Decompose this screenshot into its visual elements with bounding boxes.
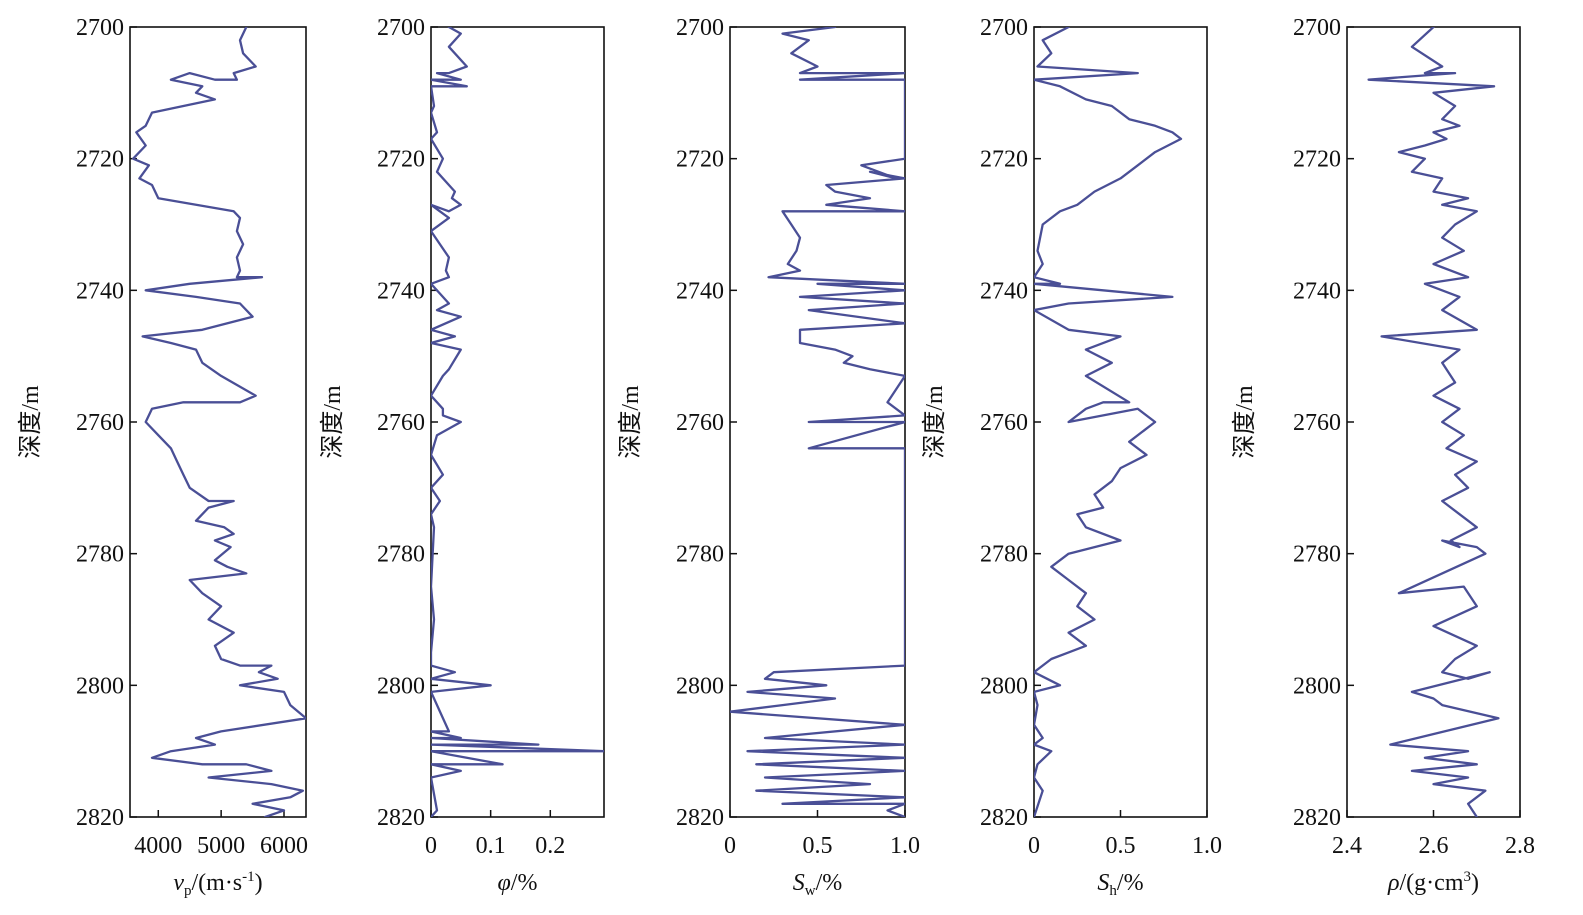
y-tick-label-hydrate-saturation: 2720 [980, 147, 1028, 173]
plot-frame-vp [129, 26, 307, 818]
y-tick-label-vp: 2740 [76, 278, 124, 304]
log-curve-porosity [431, 27, 604, 817]
plot-frame-porosity [430, 26, 605, 818]
y-tick-label-water-saturation: 2820 [676, 805, 724, 831]
y-tick-label-porosity: 2700 [377, 15, 425, 41]
y-tick-label-hydrate-saturation: 2800 [980, 673, 1028, 699]
log-curve-hydrate-saturation [1034, 27, 1183, 817]
x-tick-label-water-saturation: 0.5 [803, 833, 833, 859]
y-tick-label-density: 2700 [1293, 15, 1341, 41]
x-tick-label-hydrate-saturation: 0 [1028, 833, 1040, 859]
plot-frame-hydrate-saturation [1033, 26, 1208, 818]
y-tick-label-vp: 2720 [76, 147, 124, 173]
y-tick-label-vp: 2700 [76, 15, 124, 41]
x-axis-label-vp: vp/(m·s-1) [173, 869, 262, 899]
y-tick-label-vp: 2780 [76, 542, 124, 568]
y-tick-label-water-saturation: 2800 [676, 673, 724, 699]
y-tick-label-density: 2820 [1293, 805, 1341, 831]
x-tick-label-density: 2.4 [1332, 833, 1362, 859]
x-tick-label-hydrate-saturation: 0.5 [1106, 833, 1136, 859]
y-tick-label-porosity: 2760 [377, 410, 425, 436]
y-tick-label-water-saturation: 2720 [676, 147, 724, 173]
x-tick-label-density: 2.8 [1505, 833, 1535, 859]
log-curve-water-saturation [730, 27, 905, 817]
x-tick-label-porosity: 0.1 [476, 833, 506, 859]
x-axis-label-density: ρ/(g·cm3) [1387, 869, 1479, 896]
x-axis-label-hydrate-saturation: Sh/% [1097, 870, 1143, 899]
y-tick-label-porosity: 2780 [377, 542, 425, 568]
x-axis-label-porosity: φ/% [498, 870, 538, 896]
y-axis-label-hydrate-saturation: 深度/m [921, 385, 948, 459]
x-tick-label-water-saturation: 1.0 [890, 833, 920, 859]
y-tick-label-water-saturation: 2760 [676, 410, 724, 436]
x-tick-label-vp: 6000 [260, 833, 308, 859]
y-tick-label-hydrate-saturation: 2740 [980, 278, 1028, 304]
x-tick-label-hydrate-saturation: 1.0 [1192, 833, 1222, 859]
y-tick-label-vp: 2820 [76, 805, 124, 831]
y-tick-label-vp: 2760 [76, 410, 124, 436]
x-tick-label-porosity: 0.2 [535, 833, 565, 859]
x-axis-label-water-saturation: Sw/% [793, 870, 843, 899]
y-tick-label-hydrate-saturation: 2780 [980, 542, 1028, 568]
y-tick-label-density: 2720 [1293, 147, 1341, 173]
x-tick-label-vp: 4000 [134, 833, 182, 859]
y-tick-label-hydrate-saturation: 2700 [980, 15, 1028, 41]
x-tick-label-water-saturation: 0 [724, 833, 736, 859]
y-axis-label-water-saturation: 深度/m [617, 385, 644, 459]
y-axis-label-vp: 深度/m [17, 385, 44, 459]
y-tick-label-water-saturation: 2740 [676, 278, 724, 304]
y-tick-label-porosity: 2800 [377, 673, 425, 699]
y-tick-label-density: 2780 [1293, 542, 1341, 568]
y-tick-label-porosity: 2740 [377, 278, 425, 304]
log-curve-vp [131, 27, 306, 817]
x-tick-label-porosity: 0 [425, 833, 437, 859]
y-tick-label-porosity: 2820 [377, 805, 425, 831]
y-tick-label-water-saturation: 2780 [676, 542, 724, 568]
y-tick-label-density: 2800 [1293, 673, 1341, 699]
panel-vp: 2700 2720 2740 2760 2780 2800 2820 4000 5000 6000… [17, 15, 308, 899]
x-tick-label-vp: 5000 [197, 833, 245, 859]
y-tick-label-hydrate-saturation: 2820 [980, 805, 1028, 831]
y-tick-label-water-saturation: 2700 [676, 15, 724, 41]
y-axis-label-porosity: 深度/m [319, 385, 346, 459]
x-tick-label-density: 2.6 [1419, 833, 1449, 859]
y-tick-label-vp: 2800 [76, 673, 124, 699]
y-axis-label-density: 深度/m [1231, 385, 1258, 459]
y-tick-label-density: 2760 [1293, 410, 1341, 436]
y-tick-label-porosity: 2720 [377, 147, 425, 173]
log-curve-density [1367, 27, 1500, 817]
y-tick-label-hydrate-saturation: 2760 [980, 410, 1028, 436]
y-tick-label-density: 2740 [1293, 278, 1341, 304]
